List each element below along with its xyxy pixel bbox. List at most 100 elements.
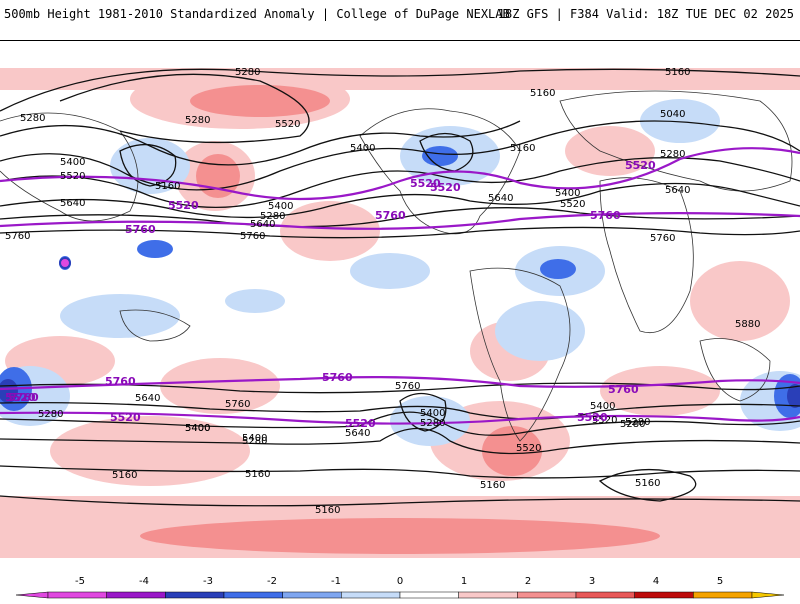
anomaly-colorbar: -5 -4 -3 -2 -1 0 1 2 3 4 5 (0, 570, 800, 600)
maritime-outline (119, 309, 191, 342)
colorbar-segment (517, 591, 577, 599)
contour-line (0, 182, 800, 219)
coastlines (0, 90, 793, 442)
colorbar-segment (47, 591, 107, 599)
colorbar-tick-label: 3 (589, 576, 595, 587)
colorbar-tick-label: -5 (75, 576, 85, 587)
contour-line (0, 401, 800, 420)
anomaly-region (540, 259, 576, 279)
colorbar-tick-label: 1 (461, 576, 467, 587)
colorbar-tick-label: -2 (267, 576, 277, 587)
height-label: 5520 (275, 119, 300, 130)
height-label: 5280 (620, 419, 645, 430)
height-contours (0, 68, 800, 507)
model-run-info: 18Z GFS | F384 Valid: 18Z TUE DEC 02 202… (497, 7, 794, 21)
height-label: 5760 (650, 233, 675, 244)
anomaly-region (140, 518, 660, 554)
contour-line (0, 428, 800, 455)
height-label: 5160 (480, 480, 505, 491)
contour-line (0, 68, 800, 112)
colorbar-tick-label: 5 (717, 576, 723, 587)
height-label: 5160 (530, 88, 555, 99)
height-label: 5520 (516, 443, 541, 454)
height-label: 5760 (5, 231, 30, 242)
highlight-contours (0, 147, 800, 425)
height-label: 5160 (635, 478, 660, 489)
colorbar-tick-label: -3 (203, 576, 213, 587)
height-label: 5040 (660, 109, 685, 120)
africa-outline (599, 177, 694, 333)
height-labels: 5280 5160 5160 5280 5040 5280 5520 5400 … (5, 67, 760, 516)
colorbar-segment (282, 591, 342, 599)
height-label: 5400 (185, 423, 210, 434)
contour-line (0, 382, 800, 394)
colorbar-segment (634, 591, 694, 599)
height-label: 5280 (38, 409, 63, 420)
height-label: 5160 (245, 469, 270, 480)
anomaly-region (50, 416, 250, 486)
height-label: 5640 (665, 185, 690, 196)
anomaly-region (350, 253, 430, 289)
height-label: 5760 (225, 399, 250, 410)
south-america-outline (469, 267, 571, 442)
colorbar-tick-label: 2 (525, 576, 531, 587)
height-label: 5760 (395, 381, 420, 392)
height-label: 5640 (250, 219, 275, 230)
eurasia-outline (559, 90, 793, 192)
anomaly-region (640, 99, 720, 143)
contour-5520-label: 5520 (5, 391, 36, 404)
contour-line (59, 73, 310, 144)
height-label: 5160 (315, 505, 340, 516)
highlight-labels: 5520 5520 5520 5760 5760 5760 5760 5520 … (5, 159, 656, 430)
anomaly-region (565, 126, 655, 176)
contour-line (598, 468, 697, 502)
contour-5760-label: 5760 (125, 223, 156, 236)
contour-5760-label: 5760 (8, 391, 39, 404)
anomaly-region (280, 201, 380, 261)
contour-5520-label: 5520 (345, 417, 376, 430)
contour-5760-north (0, 212, 800, 230)
north-america-outline (359, 108, 521, 235)
contour-5520-label: 5520 (577, 411, 608, 424)
height-label: 5160 (155, 181, 180, 192)
height-label: 5400 (350, 143, 375, 154)
contour-5760-south (0, 376, 800, 391)
contour-line (0, 495, 800, 507)
contour-line (0, 411, 800, 436)
anomaly-region (495, 301, 585, 361)
height-label: 5400 (185, 423, 210, 434)
colorbar-svg: -5 -4 -3 -2 -1 0 1 2 3 4 5 (15, 576, 785, 599)
colorbar-segment (223, 591, 283, 599)
anomaly-region (225, 289, 285, 313)
contour-5520-label: 5520 (430, 181, 461, 194)
anomaly-region (190, 85, 330, 117)
height-label: 5640 (345, 428, 370, 439)
height-label: 5640 (135, 393, 160, 404)
contour-5760-label: 5760 (608, 383, 639, 396)
height-label: 5280 (420, 418, 445, 429)
height-label: 5280 (260, 211, 285, 222)
colorbar-segment (458, 591, 518, 599)
contour-line (419, 132, 474, 172)
contour-5520-label: 5520 (625, 159, 656, 172)
contour-line (119, 144, 177, 187)
colorbar-tick-label: 0 (397, 576, 403, 587)
map-title: 500mb Height 1981-2010 Standardized Anom… (4, 7, 510, 21)
height-label: 5280 (20, 113, 45, 124)
colorbar-end-left (15, 591, 49, 599)
anomaly-region (422, 146, 458, 166)
contour-5520-label: 5520 (168, 199, 199, 212)
contour-5760-label: 5760 (322, 371, 353, 384)
height-label: 5520 (60, 171, 85, 182)
height-label: 5880 (735, 319, 760, 330)
height-label: 5400 (555, 188, 580, 199)
colorbar-segment (165, 591, 225, 599)
height-label: 5160 (112, 470, 137, 481)
contour-line (0, 226, 800, 239)
contour-5520-north (0, 147, 800, 201)
cyclone-marker (59, 257, 71, 269)
height-label: 5400 (60, 157, 85, 168)
colorbar-segment (341, 591, 401, 599)
anomaly-region (787, 384, 800, 408)
cyclone-icon (59, 257, 71, 269)
